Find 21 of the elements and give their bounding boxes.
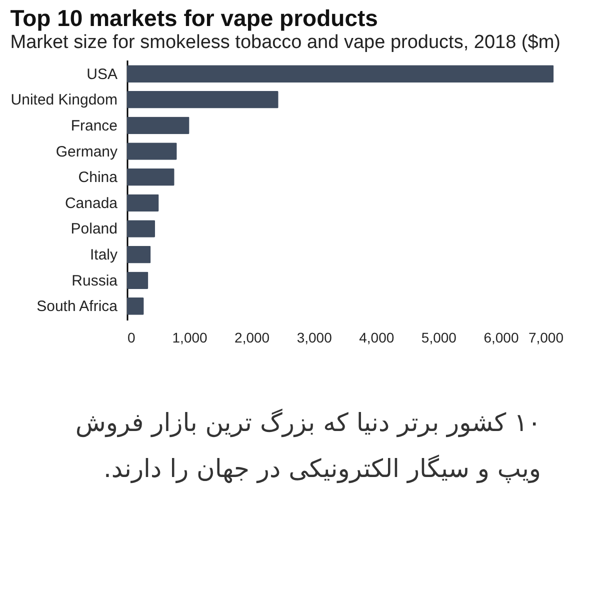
y-tick-label: USA <box>86 66 118 83</box>
y-tick-label: Germany <box>56 143 118 160</box>
x-tick-label: 3,000 <box>296 330 332 346</box>
x-tick-label: 2,000 <box>234 330 270 346</box>
x-tick-label: 4,000 <box>359 330 394 346</box>
x-tick-label: 5,000 <box>421 330 457 346</box>
y-tick-label: Canada <box>64 194 118 212</box>
y-tick-label: China <box>78 169 118 186</box>
y-tick-label: Italy <box>90 246 118 264</box>
x-tick-label: 7,000 <box>528 330 564 346</box>
y-tick-label: Poland <box>70 220 118 238</box>
chart-title: Top 10 markets for vape products <box>10 5 378 31</box>
x-tick-label: 1,000 <box>172 330 208 346</box>
text: ۱۰ کشور برتر دنیا که بزرگ ترین بازار فروش ویپ و سیگار الکترونیکی در جهان را دارند. <box>75 408 541 484</box>
y-tick-label: South Africa <box>36 298 118 316</box>
y-tick-label: Russia <box>72 272 118 290</box>
y-tick-label: France <box>70 117 118 134</box>
x-tick-label: 6,000 <box>484 330 519 346</box>
chart-subtitle: Market size for smokeless tobacco and vape products, 2018 ($m) <box>10 32 560 53</box>
y-tick-label: United Kingdom <box>10 92 118 109</box>
x-tick-label: 0 <box>128 330 136 346</box>
